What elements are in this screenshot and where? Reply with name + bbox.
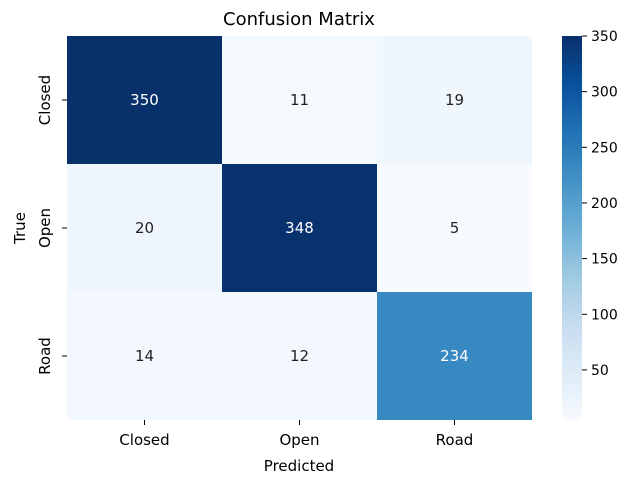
cell-value-0-0: 350 — [130, 91, 159, 109]
colorbar-tick-label: 300 — [591, 85, 618, 101]
colorbar-tick-label: 50 — [591, 363, 609, 379]
colorbar-tick-label: 150 — [591, 252, 618, 268]
heatmap-cell-1-1 — [222, 164, 377, 292]
colorbar-tick-label: 200 — [591, 196, 618, 212]
chart-title: Confusion Matrix — [223, 9, 375, 30]
heatmap-cells — [67, 36, 532, 420]
cell-labels: 350 11 19 20 348 5 14 12 234 — [130, 91, 469, 365]
colorbar-tick-label: 250 — [591, 140, 618, 156]
heatmap-cell-0-1 — [222, 36, 377, 164]
y-axis: Closed Open Road — [36, 75, 67, 375]
x-axis-label: Predicted — [264, 457, 334, 475]
x-tick-label: Closed — [119, 431, 169, 449]
x-axis: Closed Open Road — [119, 420, 473, 449]
cell-value-2-2: 234 — [440, 347, 469, 365]
heatmap-cell-2-0 — [67, 292, 222, 420]
heatmap-cell-1-2 — [377, 164, 532, 292]
cell-value-2-1: 12 — [290, 347, 309, 365]
cell-value-0-1: 11 — [290, 91, 309, 109]
cell-value-0-2: 19 — [445, 91, 464, 109]
cell-value-1-2: 5 — [450, 219, 460, 237]
colorbar-tick-label: 100 — [591, 307, 618, 323]
cell-value-1-0: 20 — [135, 219, 154, 237]
cell-value-2-0: 14 — [135, 347, 154, 365]
heatmap-cell-0-2 — [377, 36, 532, 164]
heatmap-cell-0-0 — [67, 36, 222, 164]
x-tick-label: Road — [436, 431, 474, 449]
colorbar-axis: 50 100 150 200 250 300 350 — [582, 29, 618, 379]
colorbar — [562, 36, 582, 420]
y-tick-label: Closed — [36, 75, 54, 125]
heatmap-cell-1-0 — [67, 164, 222, 292]
y-tick-label: Open — [36, 208, 54, 248]
cell-value-1-1: 348 — [285, 219, 314, 237]
y-tick-label: Road — [36, 337, 54, 375]
heatmap-cell-2-1 — [222, 292, 377, 420]
colorbar-tick-label: 350 — [591, 29, 618, 45]
x-tick-label: Open — [279, 431, 319, 449]
heatmap-cell-2-2 — [377, 292, 532, 420]
y-axis-label: True — [11, 212, 29, 245]
